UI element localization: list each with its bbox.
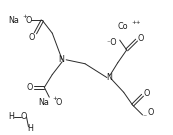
Text: Na: Na xyxy=(9,16,20,25)
Text: O: O xyxy=(21,112,27,121)
Text: +: + xyxy=(52,96,57,101)
Text: ⁻: ⁻ xyxy=(143,112,147,121)
Text: O: O xyxy=(55,98,62,107)
Text: O: O xyxy=(29,33,35,42)
Text: H: H xyxy=(9,112,15,121)
Text: ++: ++ xyxy=(132,20,141,25)
Text: O: O xyxy=(25,16,32,25)
Text: O: O xyxy=(138,34,144,43)
Text: O: O xyxy=(144,89,150,98)
Text: O: O xyxy=(148,109,154,117)
Text: N: N xyxy=(106,73,112,82)
Text: H: H xyxy=(28,124,33,133)
Text: Co: Co xyxy=(118,22,128,31)
Text: +: + xyxy=(22,14,27,19)
Text: O: O xyxy=(26,83,33,92)
Text: Na: Na xyxy=(38,98,49,107)
Text: N: N xyxy=(58,55,64,64)
Text: ⁻O: ⁻O xyxy=(107,38,117,47)
